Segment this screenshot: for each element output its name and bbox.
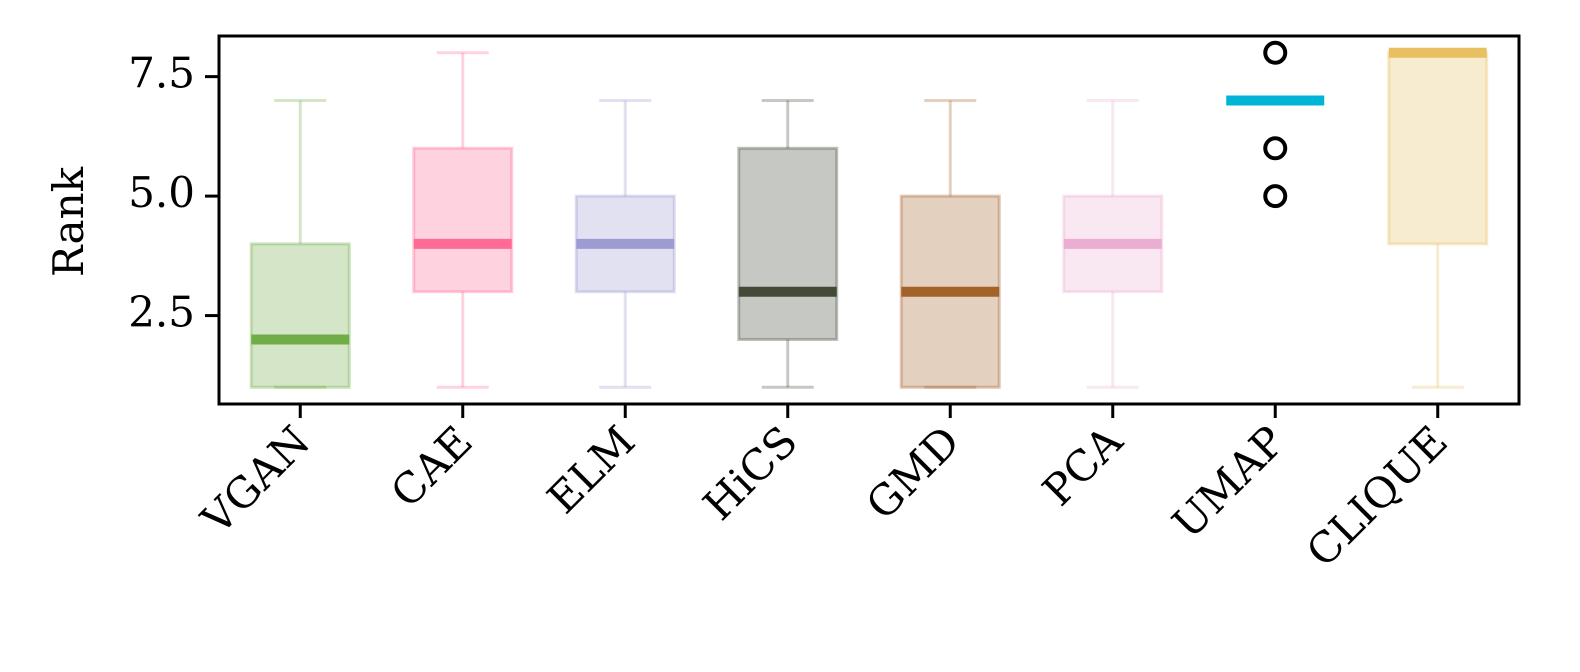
x-tick-label-clique: CLIQUE <box>1297 416 1457 576</box>
box-group-umap <box>1226 40 1325 209</box>
box-group-vgan <box>249 99 351 389</box>
outlier-point <box>1263 40 1288 65</box>
box-group-gmd <box>899 99 1001 389</box>
y-tick-label: 2.5 <box>128 288 195 337</box>
box <box>249 242 351 389</box>
x-tick-label-elm: ELM <box>538 416 644 522</box>
y-tick-label: 7.5 <box>128 49 195 98</box>
x-tick-label-cae: CAE <box>381 416 482 517</box>
plot-frame <box>217 34 1521 406</box>
x-tick-label-gmd: GMD <box>857 416 970 529</box>
y-axis-title: Rank <box>44 166 93 277</box>
x-tick-label-hics: HiCS <box>694 416 807 529</box>
box-group-elm <box>574 99 676 389</box>
outlier-point <box>1263 136 1288 161</box>
y-tick-label: 5.0 <box>128 168 195 217</box>
box <box>1387 51 1489 246</box>
x-tick-label-vgan: VGAN <box>191 416 319 544</box>
box-group-clique <box>1387 47 1489 389</box>
outlier-point <box>1263 184 1288 209</box>
x-tick-label-umap: UMAP <box>1163 416 1295 548</box>
box <box>412 146 514 294</box>
box-group-pca <box>1062 99 1164 389</box>
box <box>737 146 839 341</box>
plot-area <box>249 40 1489 389</box>
box-group-cae <box>412 51 514 389</box>
box-group-hics <box>737 99 839 389</box>
x-tick-label-pca: PCA <box>1033 416 1132 515</box>
